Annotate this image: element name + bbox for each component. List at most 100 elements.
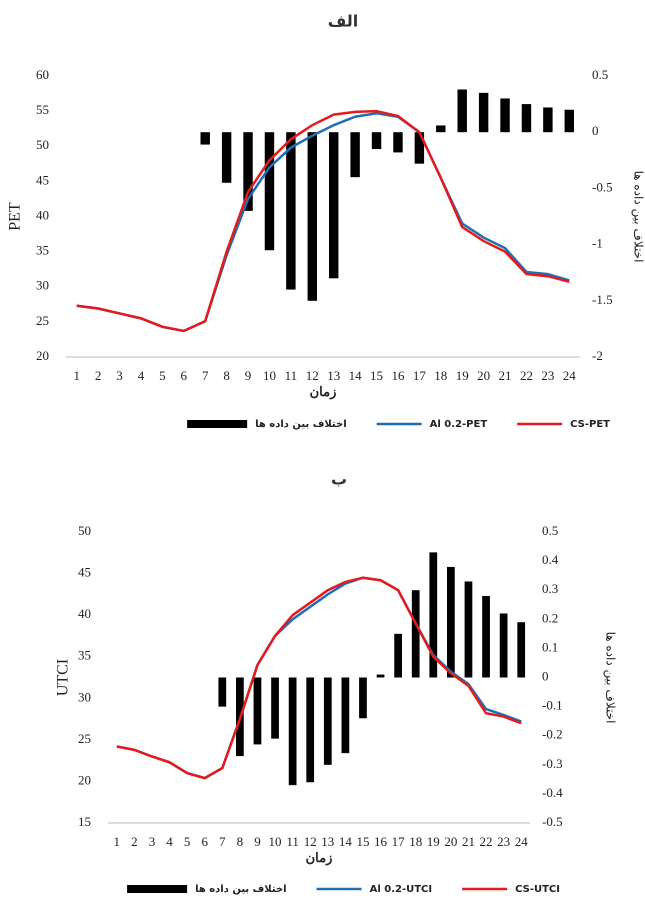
bar	[521, 104, 532, 133]
x-tick-label: 11	[285, 368, 298, 383]
y2-tick-label: 0.5	[542, 523, 558, 538]
y2-tick-label: -0.4	[542, 785, 563, 800]
y2-tick-label: 0	[592, 123, 599, 138]
x-tick-label: 9	[245, 368, 252, 383]
y-tick-label: 40	[78, 606, 91, 621]
y-tick-label: 30	[78, 689, 91, 704]
x-tick-label: 23	[541, 368, 554, 383]
x-tick-label: 19	[427, 834, 440, 849]
x-tick-label: 16	[391, 368, 405, 383]
x-tick-label: 13	[321, 834, 334, 849]
legend-label: CS-PET	[570, 419, 610, 430]
y-tick-label: 20	[36, 348, 49, 363]
y2-axis-label: اختلاف بین داده ها	[603, 632, 618, 724]
y-tick-label: 35	[36, 243, 49, 258]
y2-tick-label: 0	[542, 668, 549, 683]
y-tick-label: 30	[36, 278, 49, 293]
y-axis-label: PET	[7, 202, 24, 231]
bar	[543, 107, 553, 133]
bar	[359, 677, 367, 719]
chart-title: الف	[328, 12, 359, 31]
x-tick-label: 15	[370, 368, 383, 383]
bar	[482, 596, 490, 678]
line	[116, 576, 522, 780]
x-tick-label: 11	[286, 834, 299, 849]
bar	[328, 132, 339, 279]
y-tick-label: 15	[78, 814, 91, 829]
y2-tick-label: -1.5	[592, 292, 613, 307]
x-tick-label: 21	[462, 834, 475, 849]
bar	[464, 581, 473, 678]
x-tick-label: 1	[114, 834, 121, 849]
x-tick-label: 15	[356, 834, 369, 849]
bar	[264, 132, 275, 251]
bar	[288, 677, 297, 786]
x-tick-label: 21	[499, 368, 512, 383]
legend-label: Al 0.2-PET	[430, 419, 488, 430]
y-tick-label: 35	[78, 648, 91, 663]
bar	[436, 125, 446, 133]
legend-label: اختلاف بین داده ها	[255, 419, 347, 430]
y-tick-label: 55	[36, 102, 49, 117]
x-tick-label: 19	[456, 368, 469, 383]
x-tick-label: 12	[306, 368, 319, 383]
x-tick-label: 20	[477, 368, 490, 383]
bar	[271, 677, 279, 739]
y2-tick-label: -0.1	[542, 698, 563, 713]
line	[76, 111, 570, 333]
x-tick-label: 17	[392, 834, 406, 849]
x-tick-label: 17	[413, 368, 427, 383]
x-tick-label: 6	[201, 834, 208, 849]
bar	[341, 677, 350, 754]
x-tick-label: 2	[131, 834, 138, 849]
x-tick-label: 5	[159, 368, 166, 383]
chart-title: ب	[331, 470, 347, 489]
y2-tick-label: -0.5	[542, 814, 563, 829]
x-tick-label: 12	[304, 834, 317, 849]
bar	[376, 674, 385, 678]
y2-axis-label: اختلاف بین داده ها	[631, 171, 645, 263]
y-axis-label: UTCI	[55, 659, 72, 696]
legend-label: Al 0.2-UTCI	[370, 884, 433, 895]
bar	[564, 109, 575, 133]
bar	[394, 633, 402, 678]
y2-tick-label: -0.5	[592, 179, 613, 194]
y-tick-label: 50	[36, 137, 49, 152]
x-tick-label: 3	[149, 834, 156, 849]
x-tick-label: 20	[444, 834, 457, 849]
bar	[500, 98, 510, 133]
x-axis-label: زمان	[310, 384, 337, 400]
x-tick-label: 16	[374, 834, 388, 849]
bar	[499, 613, 508, 678]
bar	[323, 677, 332, 765]
y2-tick-label: -0.3	[542, 756, 563, 771]
x-tick-label: 23	[497, 834, 510, 849]
x-tick-label: 4	[166, 834, 173, 849]
line	[76, 109, 570, 333]
y-tick-label: 45	[36, 172, 49, 187]
y2-tick-label: -2	[592, 348, 603, 363]
y2-tick-label: 0.4	[542, 552, 559, 567]
bar	[253, 677, 262, 745]
x-tick-label: 14	[339, 834, 353, 849]
y2-tick-label: 0.3	[542, 581, 558, 596]
y-tick-label: 25	[36, 313, 49, 328]
legend-swatch	[127, 885, 188, 893]
bar	[414, 132, 425, 164]
x-tick-label: 18	[434, 368, 447, 383]
x-tick-label: 10	[263, 368, 276, 383]
bar	[218, 677, 227, 707]
bar	[200, 132, 210, 145]
bar	[447, 566, 455, 678]
y-tick-label: 25	[78, 731, 91, 746]
x-tick-label: 4	[138, 368, 145, 383]
y2-tick-label: 0.5	[592, 67, 608, 82]
bar	[286, 132, 296, 290]
bar	[307, 132, 318, 301]
y-tick-label: 45	[78, 565, 91, 580]
legend-swatch	[187, 420, 248, 428]
x-tick-label: 2	[95, 368, 102, 383]
bar	[306, 677, 315, 783]
x-tick-label: 10	[269, 834, 282, 849]
